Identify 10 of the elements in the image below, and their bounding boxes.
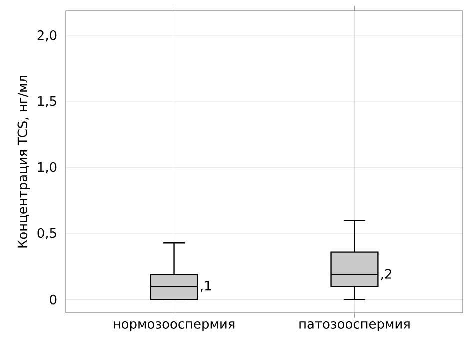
x-tick-label: патозооспермия [300,321,410,332]
y-axis-title: Концентрация TCS, нг/мл [18,76,30,248]
x-tick-label: нормозооспермия [114,321,235,332]
y-tick-label: 2,0 [38,30,57,42]
y-tick-label: 0,5 [38,228,56,240]
y-tick-label: 1,5 [38,96,56,108]
y-tick-label: 1,0 [38,162,57,174]
y-tick-label: 0 [50,294,57,305]
annotation: ,1 [200,281,212,292]
annotation: ,2 [381,269,392,280]
